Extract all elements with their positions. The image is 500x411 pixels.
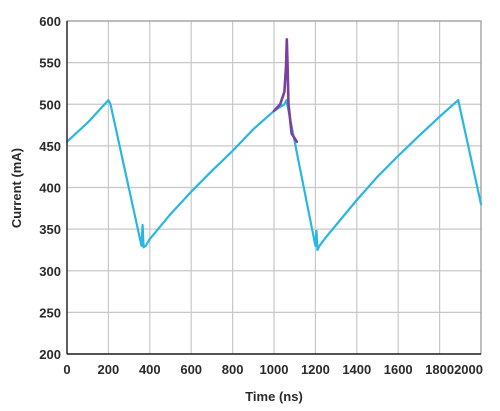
y-tick-label: 200	[39, 347, 61, 362]
y-tick-label: 450	[39, 139, 61, 154]
x-tick-label: 2000	[454, 362, 483, 377]
y-tick-label: 400	[39, 181, 61, 196]
current-trace-line	[65, 98, 483, 251]
x-tick-label: 0	[63, 362, 70, 377]
x-tick-label: 600	[180, 362, 202, 377]
y-tick-label: 600	[39, 14, 61, 29]
x-tick-label: 800	[222, 362, 244, 377]
x-tick-label: 1200	[301, 362, 330, 377]
x-tick-label: 1600	[384, 362, 413, 377]
x-tick-label: 1400	[342, 362, 371, 377]
y-axis-label: Current (mA)	[9, 148, 24, 228]
series-group	[65, 37, 483, 251]
x-tick-label: 1800	[425, 362, 454, 377]
y-tick-label: 500	[39, 97, 61, 112]
x-tick-label: 200	[98, 362, 120, 377]
y-tick-label: 350	[39, 222, 61, 237]
x-axis-label: Time (ns)	[245, 389, 303, 404]
y-tick-label: 300	[39, 264, 61, 279]
y-tick-label: 550	[39, 56, 61, 71]
spike-trace-line	[272, 37, 299, 143]
x-tick-label: 1000	[260, 362, 289, 377]
y-tick-label: 250	[39, 305, 61, 320]
y-tick-labels: 200 250 300 350 400 450 500 550 600	[39, 14, 61, 362]
x-tick-labels: 0 200 400 600 800 1000 1200 1400 1600 1800 2000	[63, 362, 483, 377]
x-tick-label: 400	[139, 362, 161, 377]
